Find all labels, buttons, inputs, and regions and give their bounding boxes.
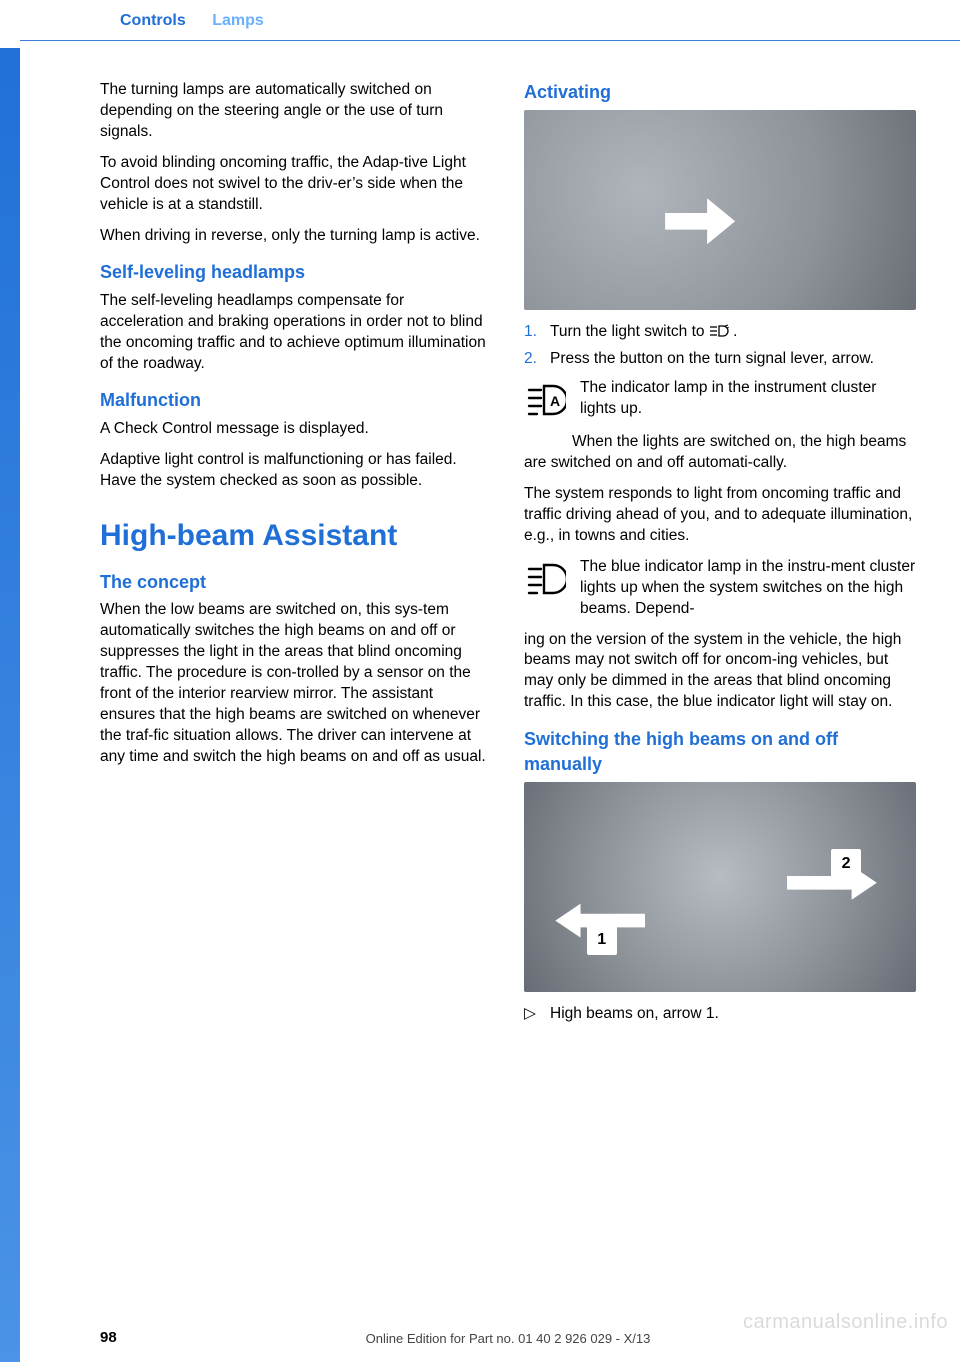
step-2: 2. Press the button on the turn signal l… <box>524 349 916 370</box>
body-text: The system responds to light from oncomi… <box>524 484 916 547</box>
bullet-mark-icon: ▷ <box>524 1004 550 1025</box>
auto-high-beam-icon: A <box>524 378 568 422</box>
body-text: ing on the version of the system in the … <box>524 630 916 714</box>
heading-concept: The concept <box>100 570 492 594</box>
heading-malfunction: Malfunction <box>100 388 492 412</box>
step-text: Press the button on the turn signal leve… <box>550 349 874 370</box>
image-tag-1: 1 <box>587 925 617 955</box>
step-text: Turn the light switch to . <box>550 322 737 343</box>
heading-high-beam-assistant: High-beam Assistant <box>100 516 492 557</box>
indicator-text: The blue indicator lamp in the instru‐me… <box>580 557 916 620</box>
body-text: When the low beams are switched on, this… <box>100 600 492 767</box>
bullet-item: ▷ High beams on, arrow 1. <box>524 1004 916 1025</box>
header-chapter: Controls <box>120 12 186 29</box>
left-column: The turning lamps are automatically swit… <box>100 80 492 1302</box>
step-number: 2. <box>524 349 550 370</box>
watermark: carmanualsonline.info <box>743 1311 948 1334</box>
bullet-text: High beams on, arrow 1. <box>550 1004 719 1025</box>
content-columns: The turning lamps are automatically swit… <box>100 80 916 1302</box>
heading-switching-manual: Switching the high beams on and off manu… <box>524 727 916 776</box>
indicator-auto: A The indicator lamp in the instrument c… <box>524 378 916 422</box>
manual-switch-image: 1 2 <box>524 782 916 992</box>
step-1-post: . <box>733 323 737 340</box>
body-text: The turning lamps are automatically swit… <box>100 80 492 143</box>
high-beam-icon <box>524 557 568 601</box>
body-text: When the lights are switched on, the hig… <box>524 432 916 474</box>
body-text: The self-leveling headlamps compensate f… <box>100 291 492 375</box>
svg-text:A: A <box>550 393 560 409</box>
heading-self-leveling: Self-leveling headlamps <box>100 260 492 284</box>
header-section: Lamps <box>212 12 264 29</box>
page-header: Controls Lamps <box>0 0 960 48</box>
step-1: 1. Turn the light switch to . <box>524 322 916 343</box>
indicator-blue: The blue indicator lamp in the instru‐me… <box>524 557 916 620</box>
heading-activating: Activating <box>524 80 916 104</box>
indicator-text: The indicator lamp in the instrument clu… <box>580 378 916 422</box>
body-text: When driving in reverse, only the turnin… <box>100 226 492 247</box>
body-text: Adaptive light control is malfunctioning… <box>100 450 492 492</box>
body-text: To avoid blinding oncoming traffic, the … <box>100 153 492 216</box>
step-number: 1. <box>524 322 550 343</box>
page-number: 98 <box>100 1329 117 1346</box>
side-strip <box>0 0 20 1362</box>
light-switch-icon <box>709 324 729 338</box>
step-1-pre: Turn the light switch to <box>550 323 709 340</box>
body-text: A Check Control message is displayed. <box>100 419 492 440</box>
image-tag-2: 2 <box>831 849 861 879</box>
right-column: Activating 1. Turn the light switch to .… <box>524 80 916 1302</box>
activating-image <box>524 110 916 310</box>
